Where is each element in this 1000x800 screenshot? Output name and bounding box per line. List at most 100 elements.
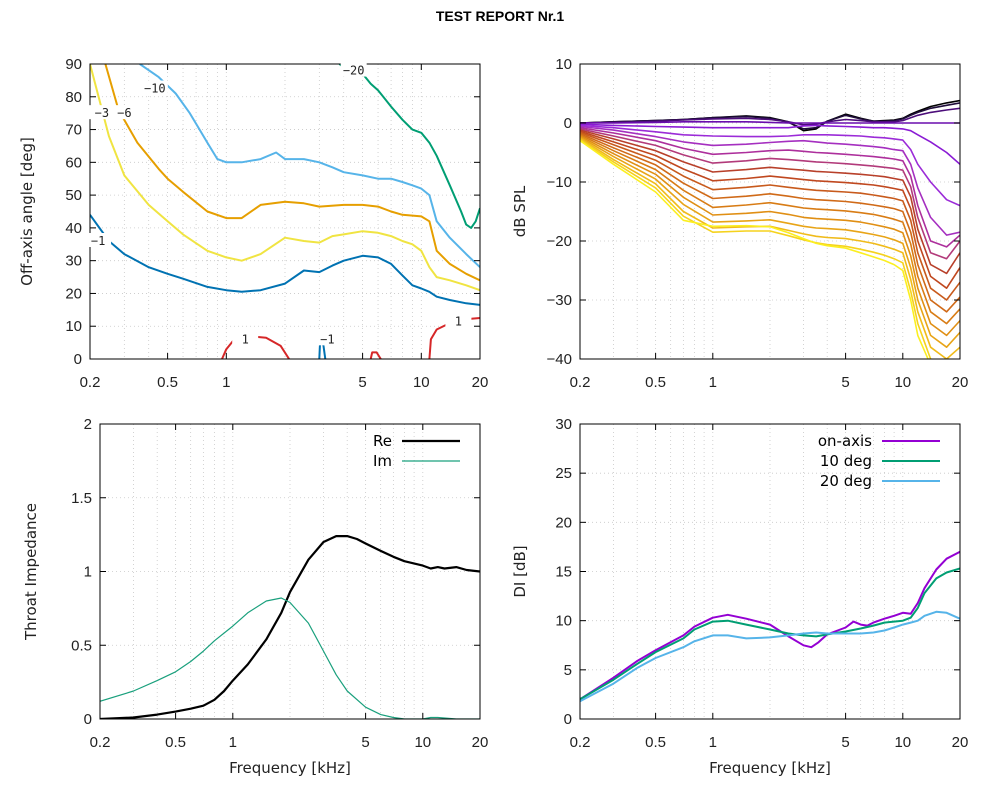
contour-label: −3 bbox=[95, 106, 109, 120]
y-tick-label: 60 bbox=[65, 154, 82, 171]
y-axis-label: DI [dB] bbox=[511, 545, 529, 597]
y-tick-label: 1.5 bbox=[71, 490, 92, 507]
contour-label-bg bbox=[85, 233, 112, 247]
series-line-angle40 bbox=[580, 128, 960, 260]
series-line-level-1 bbox=[90, 214, 480, 306]
data-layer bbox=[580, 99, 960, 359]
legend-label: Re bbox=[373, 432, 392, 450]
y-tick-label: 5 bbox=[564, 662, 572, 679]
y-tick-label: 15 bbox=[555, 564, 572, 581]
series-line-angle5 bbox=[580, 102, 960, 130]
contour-label-bg bbox=[340, 62, 367, 77]
x-tick-label: 20 bbox=[472, 734, 489, 751]
y-tick-label: 70 bbox=[65, 122, 82, 139]
y-tick-label: 50 bbox=[65, 187, 82, 204]
contour-label: −20 bbox=[343, 64, 365, 78]
y-tick-label: −40 bbox=[547, 351, 572, 368]
y-tick-label: 0 bbox=[564, 115, 572, 132]
y-tick-label: −10 bbox=[547, 174, 572, 191]
contour-label: 1 bbox=[455, 314, 462, 328]
x-tick-label: 0.5 bbox=[157, 374, 178, 391]
contour-label-bg bbox=[141, 80, 168, 95]
x-tick-label: 5 bbox=[361, 734, 369, 751]
x-tick-label: 0.5 bbox=[645, 374, 666, 391]
series-line-angle50 bbox=[580, 130, 960, 289]
series-line-angle90 bbox=[580, 140, 929, 359]
x-tick-label: 1 bbox=[709, 374, 717, 391]
series-line-angle45 bbox=[580, 129, 960, 275]
legend-label: 10 deg bbox=[820, 452, 872, 470]
x-tick-label: 0.2 bbox=[90, 734, 111, 751]
y-tick-label: 1 bbox=[84, 564, 92, 581]
y-axis-label: Off-axis angle [deg] bbox=[18, 137, 36, 286]
legend-label: on-axis bbox=[818, 432, 872, 450]
y-tick-label: 0.5 bbox=[71, 637, 92, 654]
y-tick-label: −20 bbox=[547, 233, 572, 250]
y-tick-label: 10 bbox=[555, 56, 572, 73]
x-tick-label: 20 bbox=[952, 374, 969, 391]
series-line-angle35 bbox=[580, 126, 960, 248]
contour-label: −6 bbox=[117, 106, 131, 120]
x-tick-label: 0.2 bbox=[570, 734, 591, 751]
y-tick-label: 30 bbox=[555, 416, 572, 433]
contour-label: −1 bbox=[91, 234, 105, 248]
series-line-angle15 bbox=[580, 121, 960, 124]
x-tick-label: 1 bbox=[709, 734, 717, 751]
series-line-angle70 bbox=[580, 135, 960, 337]
x-tick-label: 5 bbox=[841, 734, 849, 751]
data-layer bbox=[580, 550, 960, 703]
series-line-angle30 bbox=[580, 125, 960, 236]
x-tick-label: 0.2 bbox=[80, 374, 101, 391]
y-tick-label: 25 bbox=[555, 465, 572, 482]
y-axis-label: Throat Impedance bbox=[22, 503, 40, 641]
legend: Re Im bbox=[373, 432, 460, 470]
legend-label: 20 deg bbox=[820, 472, 872, 490]
series-line-Re bbox=[100, 535, 480, 719]
x-tick-label: 1 bbox=[229, 734, 237, 751]
x-tick-label: 5 bbox=[358, 374, 366, 391]
series-line-angle60 bbox=[580, 132, 960, 313]
chart-contour: 0.2 0.5 1 5 10 20 0 10 20 30 40 50 60 70 80 90 Off-axis … bbox=[18, 56, 488, 391]
series-line-angle75 bbox=[580, 136, 960, 348]
series-line-level-6 bbox=[104, 64, 480, 282]
y-tick-label: 90 bbox=[65, 56, 82, 73]
series-line-Im bbox=[100, 597, 480, 719]
report-title: TEST REPORT Nr.1 bbox=[435, 8, 565, 24]
legend: on-axis 10 deg 20 deg bbox=[818, 432, 940, 490]
contour-label: 1 bbox=[242, 332, 249, 346]
series-line-angle85 bbox=[580, 138, 960, 359]
x-tick-label: 1 bbox=[222, 374, 230, 391]
x-tick-label: 0.2 bbox=[570, 374, 591, 391]
series-line-angle10 bbox=[580, 107, 960, 126]
x-tick-label: 10 bbox=[894, 374, 911, 391]
data-layer bbox=[100, 535, 480, 719]
x-tick-label: 5 bbox=[841, 374, 849, 391]
x-tick-label: 10 bbox=[894, 734, 911, 751]
contour-label-bg bbox=[88, 105, 115, 120]
y-tick-label: 10 bbox=[65, 318, 82, 335]
x-axis-label: Frequency [kHz] bbox=[229, 759, 351, 777]
y-tick-label: 20 bbox=[65, 285, 82, 302]
series-line-angle25 bbox=[580, 124, 960, 207]
contour-label-bg bbox=[445, 313, 472, 328]
x-tick-label: 0.5 bbox=[165, 734, 186, 751]
y-tick-label: 0 bbox=[564, 711, 572, 728]
series-line-level-10 bbox=[139, 64, 480, 268]
series-line-angle80 bbox=[580, 137, 960, 359]
contour-label: −1 bbox=[320, 332, 334, 346]
series-line-level1 bbox=[369, 351, 382, 359]
x-tick-label: 10 bbox=[414, 734, 431, 751]
legend-label: Im bbox=[373, 452, 392, 470]
y-tick-label: 40 bbox=[65, 220, 82, 237]
y-tick-label: −30 bbox=[547, 292, 572, 309]
series-line-angle20 bbox=[580, 123, 960, 165]
contour-label-bg bbox=[232, 331, 259, 346]
contour-label-bg bbox=[111, 105, 138, 120]
series-line-10-deg bbox=[580, 567, 960, 701]
x-axis-label: Frequency [kHz] bbox=[709, 759, 831, 777]
series-line-level-3 bbox=[90, 64, 480, 292]
series-line-level-20 bbox=[338, 64, 480, 229]
y-axis-label: dB SPL bbox=[511, 185, 529, 237]
